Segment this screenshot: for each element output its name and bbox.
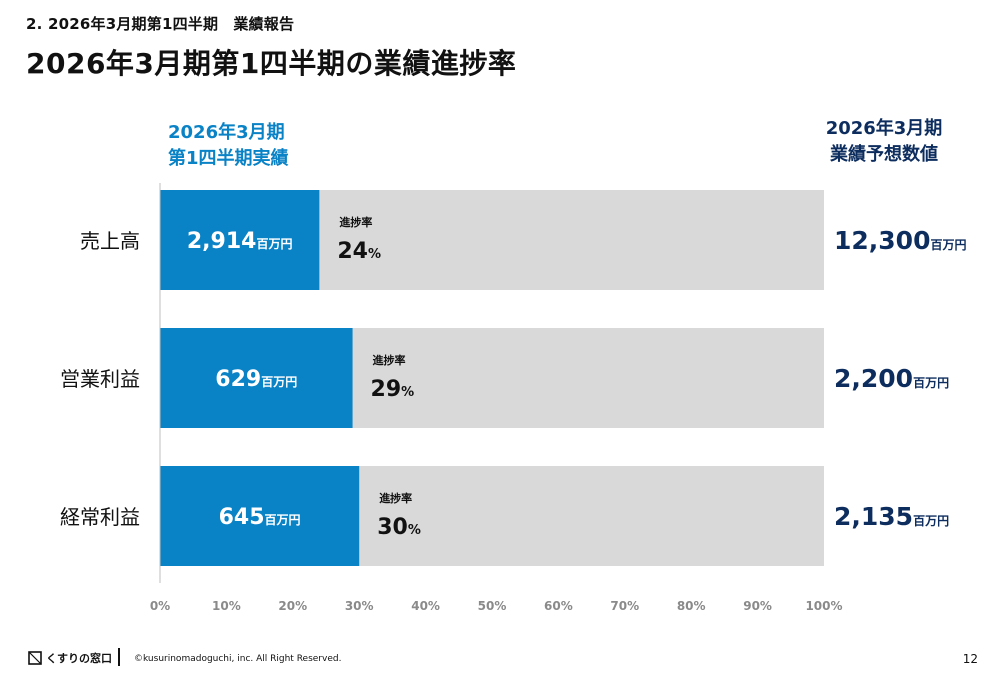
progress-rate-value: 30% <box>377 515 421 540</box>
forecast-value-label: 2,135百万円 <box>834 502 949 531</box>
x-tick-label: 0% <box>150 599 170 613</box>
window-logo-icon <box>28 651 42 665</box>
actual-bar <box>160 328 353 428</box>
section-label: 2. 2026年3月期第1四半期 業績報告 <box>26 15 295 33</box>
actual-column-header: 2026年3月期 第1四半期実績 <box>168 120 289 172</box>
category-label: 売上高 <box>80 229 140 253</box>
page-title: 2026年3月期第1四半期の業績進捗率 <box>26 47 517 80</box>
forecast-value-label: 2,200百万円 <box>834 364 949 393</box>
actual-header-line2: 第1四半期実績 <box>168 148 289 169</box>
footer-copyright: ©kusurinomadoguchi, inc. All Right Reser… <box>134 654 342 664</box>
progress-rate-caption: 進捗率 <box>379 491 412 505</box>
x-tick-label: 70% <box>610 599 639 613</box>
x-tick-label: 100% <box>805 599 842 613</box>
x-tick-label: 10% <box>212 599 241 613</box>
footer-divider <box>118 648 120 666</box>
forecast-header-line2: 業績予想数値 <box>830 144 938 165</box>
x-tick-label: 60% <box>544 599 573 613</box>
category-label: 営業利益 <box>60 367 140 391</box>
x-tick-label: 20% <box>278 599 307 613</box>
progress-rate-value: 24% <box>337 239 381 264</box>
progress-rate-caption: 進捗率 <box>373 353 406 367</box>
actual-value-label: 629百万円 <box>215 367 297 392</box>
page-number: 12 <box>962 652 978 666</box>
footer-logo: くすりの窓口 <box>28 650 112 666</box>
progress-rate-value: 29% <box>371 377 415 402</box>
x-tick-label: 80% <box>677 599 706 613</box>
forecast-header-line1: 2026年3月期 <box>825 118 943 139</box>
category-label: 経常利益 <box>60 505 140 529</box>
footer-brand: くすりの窓口 <box>46 652 112 665</box>
x-tick-label: 90% <box>743 599 772 613</box>
progress-rate-caption: 進捗率 <box>339 215 372 229</box>
x-tick-label: 50% <box>478 599 507 613</box>
actual-bar <box>160 190 320 290</box>
x-tick-label: 30% <box>345 599 374 613</box>
forecast-column-header: 2026年3月期 業績予想数値 <box>818 116 950 168</box>
actual-value-label: 645百万円 <box>219 505 301 530</box>
actual-bar <box>160 466 360 566</box>
actual-value-label: 2,914百万円 <box>187 229 293 254</box>
forecast-value-label: 12,300百万円 <box>834 226 967 255</box>
x-tick-label: 40% <box>411 599 440 613</box>
actual-header-line1: 2026年3月期 <box>168 122 285 143</box>
